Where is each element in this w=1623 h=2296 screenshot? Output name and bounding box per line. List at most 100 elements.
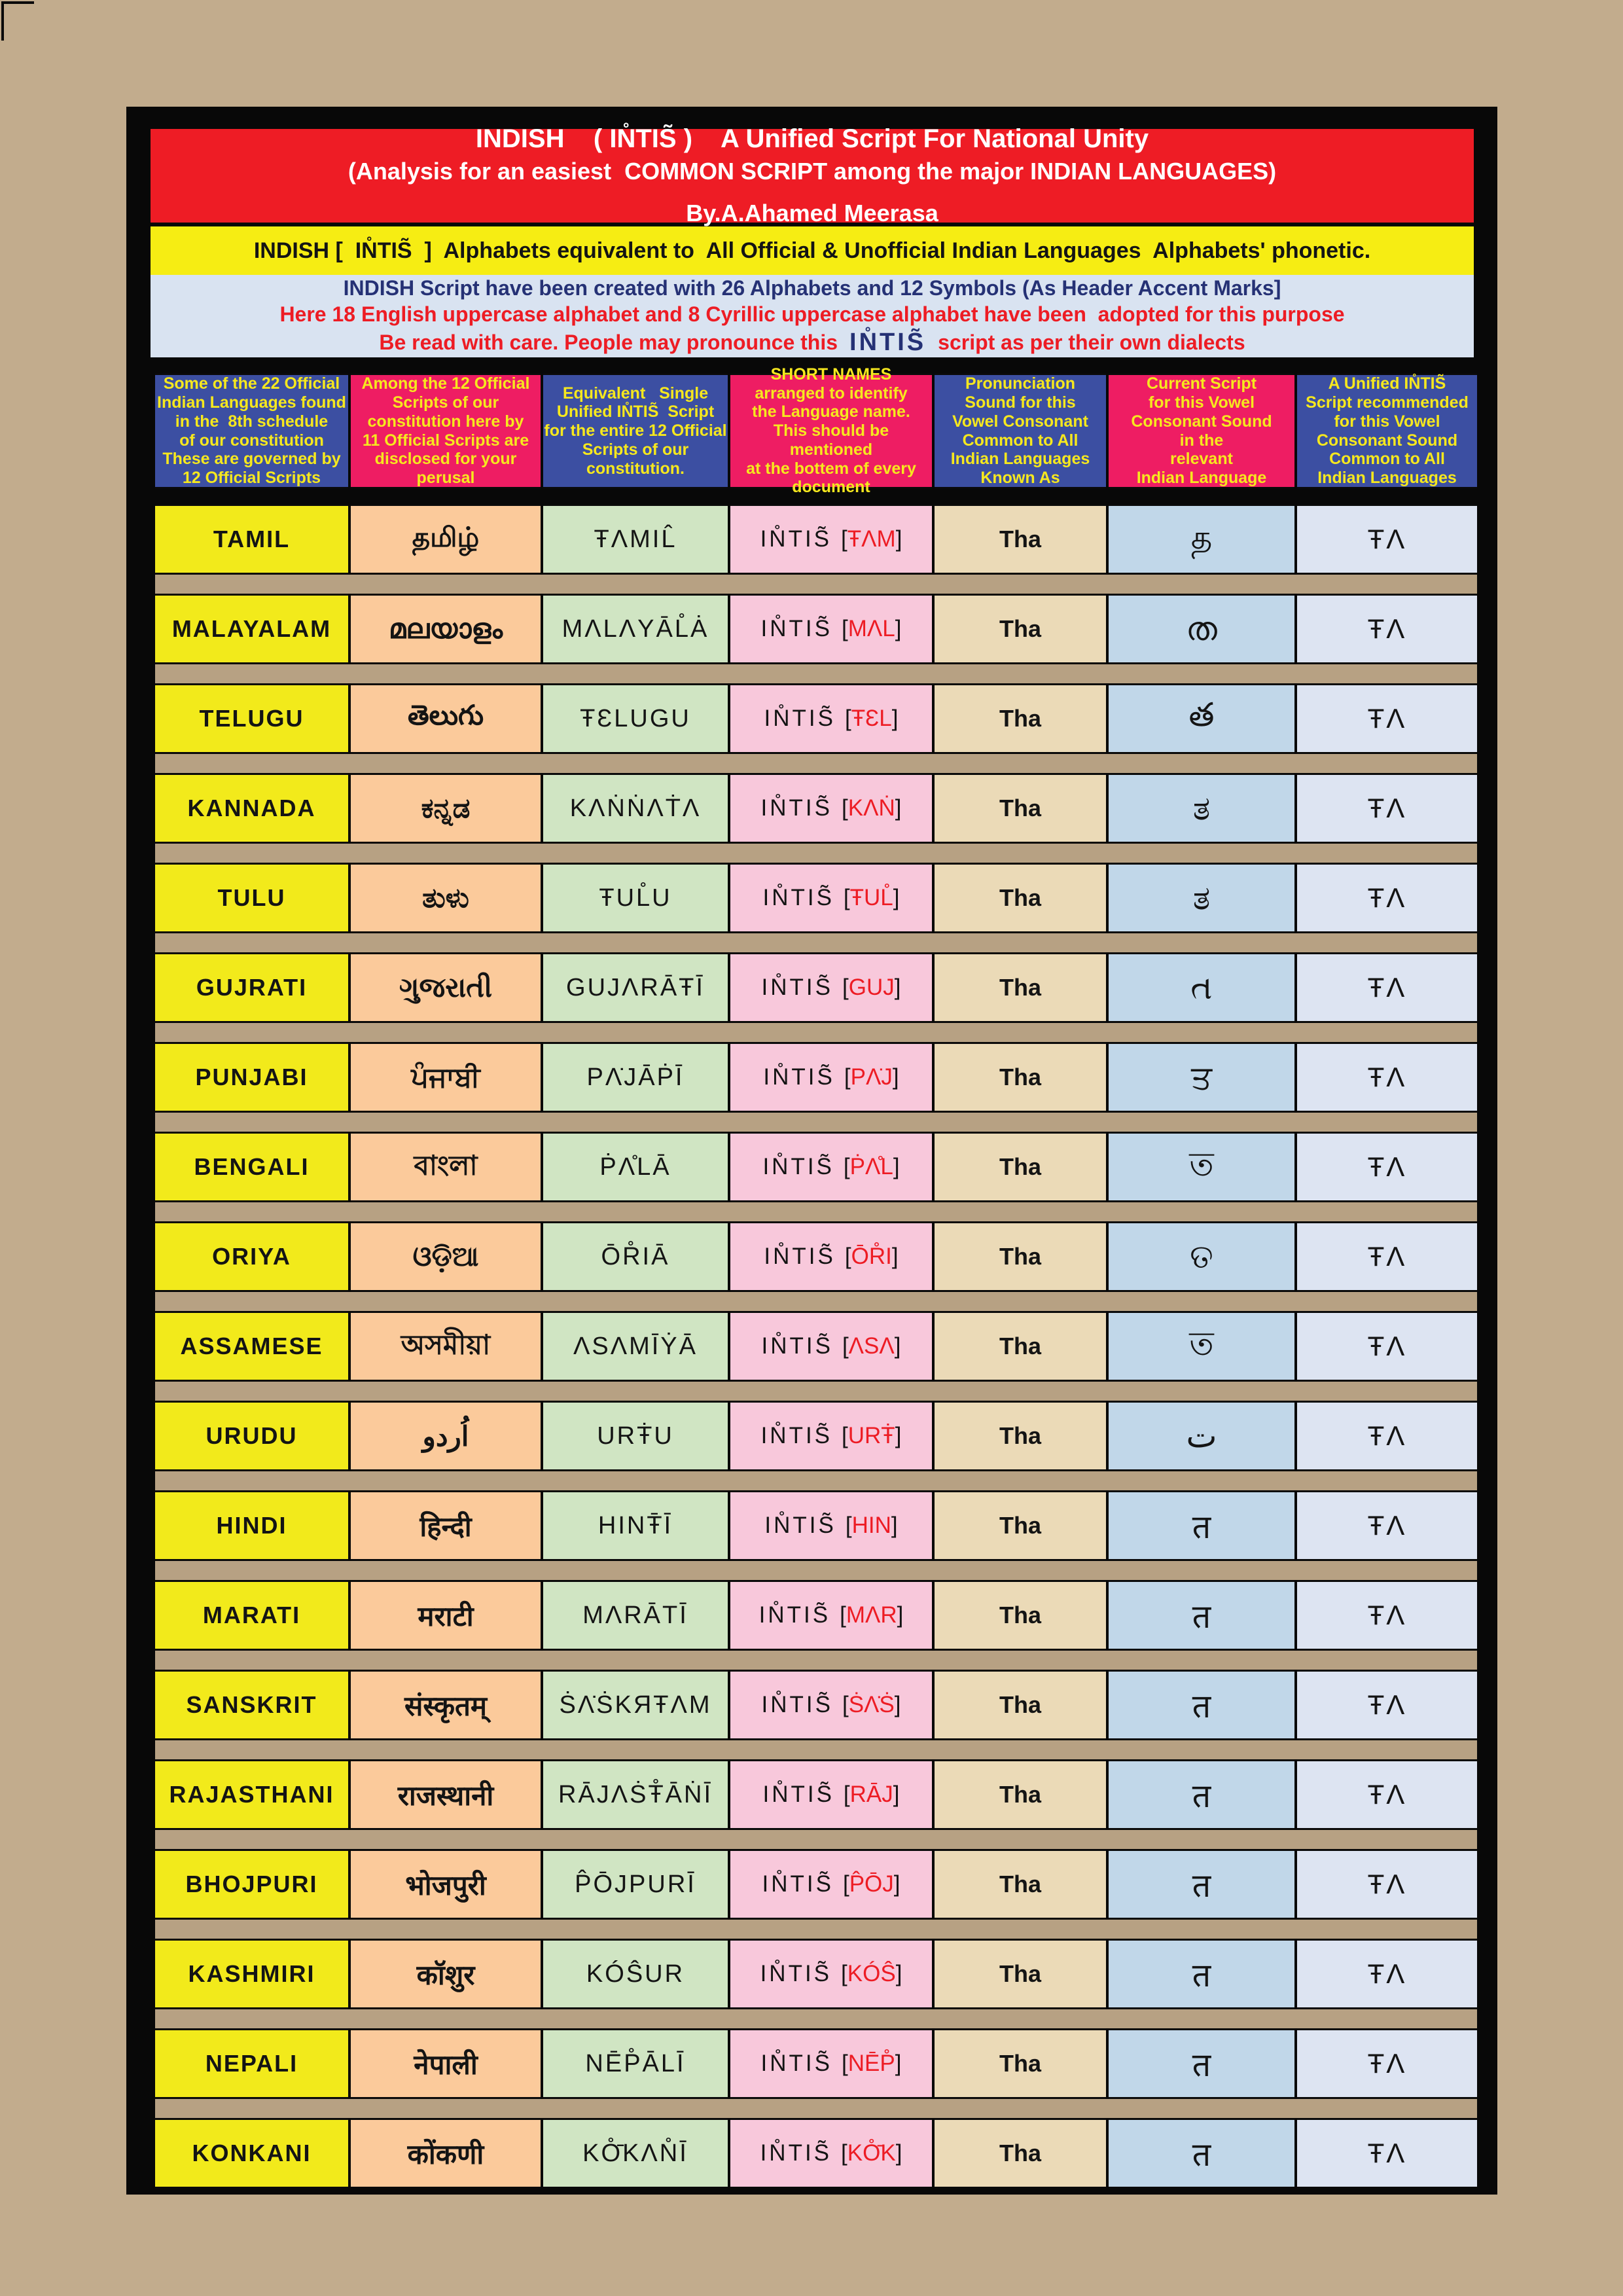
pronunciation-cell: Tha [935, 2028, 1106, 2099]
unified-script-char-cell: ŦΛ [1297, 594, 1477, 664]
unified-script-name-cell: ṠΛ̇ṠKЯŦΛM [543, 1670, 728, 1740]
current-script-char-cell: ത [1109, 594, 1294, 664]
table-row: ASSAMESE অসমীয়া ΛSΛMĪẎĀ IN̊TIS̃ [ ΛSΛ ]… [155, 1311, 1477, 1401]
short-name-cell: IN̊TIS̃ [ NĒP̊ ] [730, 2028, 932, 2099]
author-byline: By.A.Ahamed Meerasa [686, 200, 938, 226]
language-name-cell: ASSAMESE [155, 1311, 348, 1382]
table-row: URUDU اُردو URŦ̇U IN̊TIS̃ [ URŦ̇ ] Tha ت… [155, 1401, 1477, 1490]
document-title: INDISH ( IN̊TIS̃ ) A Unified Script For … [475, 124, 1149, 153]
pronunciation-cell: Tha [935, 1580, 1106, 1651]
equivalence-banner: INDISH [ IN̊TIS̃ ] Alphabets equivalent … [151, 226, 1474, 275]
intis-label: IN̊TIS̃ [760, 2140, 832, 2166]
bracket-close: ] [895, 795, 902, 821]
document-subtitle: (Analysis for an easiest COMMON SCRIPT a… [348, 158, 1277, 185]
unified-script-name-cell: KΛṄṄΛṪΛ [543, 773, 728, 844]
language-name-cell: GUJRATI [155, 952, 348, 1023]
language-name-cell: PUNJABI [155, 1042, 348, 1113]
row-separator [155, 844, 1477, 863]
unified-script-name-cell: RĀJΛṠŦ̊ĀṄĪ [543, 1759, 728, 1830]
unified-script-char-cell: ŦΛ [1297, 1132, 1477, 1202]
table-row: SANSKRIT संस्कृतम् ṠΛ̇ṠKЯŦΛM IN̊TIS̃ [ Ṡ… [155, 1670, 1477, 1759]
table-row: TULU ತುಳು ŦUL̊U IN̊TIS̃ [ ŦUL̊ ] Tha ತ Ŧ… [155, 863, 1477, 952]
short-code: GUJ [848, 975, 895, 1000]
intis-label: IN̊TIS̃ [762, 1871, 834, 1897]
row-separator [155, 2099, 1477, 2118]
native-script-name-cell: ગુજરાતી [351, 952, 541, 1023]
pronunciation-cell: Tha [935, 1670, 1106, 1740]
row-separator [155, 2009, 1477, 2028]
pronunciation-cell: Tha [935, 1221, 1106, 1292]
current-script-char-cell: ਤ [1109, 1042, 1294, 1113]
bracket-open: [ [842, 1333, 849, 1359]
unified-script-char-cell: ŦΛ [1297, 1759, 1477, 1830]
unified-script-name-cell: HINŦ̄Ī [543, 1490, 728, 1561]
pronunciation-cell: Tha [935, 1401, 1106, 1471]
intis-label: IN̊TIS̃ [762, 885, 834, 910]
unified-script-char-cell: ŦΛ [1297, 1311, 1477, 1382]
native-script-name-cell: தமிழ் [351, 504, 541, 575]
pronunciation-cell: Tha [935, 863, 1106, 933]
unified-script-char-cell: ŦΛ [1297, 2028, 1477, 2099]
short-name-cell: IN̊TIS̃ [ P̂ŌJ ] [730, 1849, 932, 1920]
bracket-open: [ [842, 1423, 848, 1448]
bracket-close: ] [891, 706, 899, 731]
unified-script-name-cell: ŌR̊IĀ [543, 1221, 728, 1292]
bracket-open: [ [841, 616, 848, 641]
language-name-cell: NEPALI [155, 2028, 348, 2099]
native-script-name-cell: ଓଡ଼ିଆ [351, 1221, 541, 1292]
current-script-char-cell: ತ [1109, 863, 1294, 933]
unified-script-char-cell: ŦΛ [1297, 2118, 1477, 2189]
note-caution: Be read with care. People may pronounce … [379, 329, 1245, 357]
row-separator [155, 1920, 1477, 1939]
bracket-open: [ [842, 2051, 848, 2076]
table-row: MARATI मराटी MΛRĀTĪ IN̊TIS̃ [ MΛR ] Tha … [155, 1580, 1477, 1670]
bracket-open: [ [844, 1064, 851, 1090]
unified-script-name-cell: MΛLΛYĀL̊Ȧ [543, 594, 728, 664]
bracket-open: [ [845, 1513, 852, 1538]
short-name-cell: IN̊TIS̃ [ MΛL ] [730, 594, 932, 664]
intis-label: IN̊TIS̃ [760, 795, 832, 821]
row-separator [155, 664, 1477, 683]
short-name-cell: IN̊TIS̃ [ MΛR ] [730, 1580, 932, 1651]
short-code: ṖΛ̊L [849, 1154, 893, 1179]
intis-label: IN̊TIS̃ [760, 1961, 832, 1986]
intis-label: IN̊TIS̃ [761, 1692, 833, 1717]
native-script-name-cell: मराटी [351, 1580, 541, 1651]
bracket-close: ] [893, 1871, 901, 1897]
note-caution-pre: Be read with care. People may pronounce … [379, 330, 838, 354]
current-script-char-cell: ತ [1109, 773, 1294, 844]
language-name-cell: TAMIL [155, 504, 348, 575]
short-name-cell: IN̊TIS̃ [ GUJ ] [730, 952, 932, 1023]
short-code: MΛR [846, 1602, 897, 1628]
row-separator [155, 575, 1477, 594]
short-name-cell: IN̊TIS̃ [ RĀJ ] [730, 1759, 932, 1830]
pronunciation-cell: Tha [935, 1849, 1106, 1920]
bracket-close: ] [895, 526, 902, 552]
note-adoption: Here 18 English uppercase alphabet and 8… [279, 302, 1345, 326]
intis-script-label: IN̊TIS̃ [849, 328, 927, 356]
pronunciation-cell: Tha [935, 952, 1106, 1023]
short-code: P̂ŌJ [849, 1871, 894, 1897]
current-script-char-cell: త [1109, 683, 1294, 754]
short-name-cell: IN̊TIS̃ [ ŌR̊I ] [730, 1221, 932, 1292]
notes-banner: INDISH Script have been created with 26 … [151, 275, 1474, 357]
intis-label: IN̊TIS̃ [764, 706, 836, 731]
bracket-close: ] [895, 2051, 902, 2076]
title-banner: INDISH ( IN̊TIS̃ ) A Unified Script For … [151, 124, 1474, 226]
bracket-open: [ [841, 795, 848, 821]
current-script-char-cell: त [1109, 1759, 1294, 1830]
intis-label: IN̊TIS̃ [761, 975, 833, 1000]
short-code: MΛL [847, 616, 895, 641]
pronunciation-cell: Tha [935, 504, 1106, 575]
unified-script-name-cell: NĒP̊ĀLĪ [543, 2028, 728, 2099]
short-code: KO̊̄K [847, 2140, 896, 2166]
row-separator [155, 1292, 1477, 1311]
current-script-char-cell: त [1109, 1670, 1294, 1740]
unified-script-char-cell: ŦΛ [1297, 1939, 1477, 2009]
pronunciation-cell: Tha [935, 1042, 1106, 1113]
bracket-close: ] [895, 616, 902, 641]
unified-script-char-cell: ŦΛ [1297, 1670, 1477, 1740]
short-name-cell: IN̊TIS̃ [ KΛṄ ] [730, 773, 932, 844]
column-header-recommended-script: A Unified IN̊TIS̃ Script recommended for… [1297, 373, 1477, 489]
